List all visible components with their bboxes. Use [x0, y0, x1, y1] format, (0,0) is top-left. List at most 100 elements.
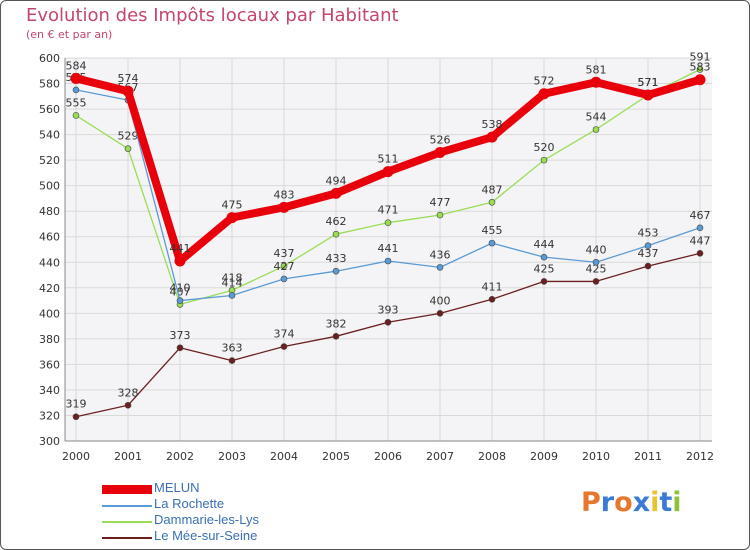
y-tick-label: 400 [39, 307, 60, 320]
data-label-dammarie-les-lys: 462 [326, 215, 347, 228]
data-point-la-rochette [540, 253, 548, 261]
data-point-le-mee-sur-seine [696, 250, 704, 257]
data-label-dammarie-les-lys: 407 [170, 285, 191, 298]
data-point-la-rochette [488, 239, 496, 247]
data-point-la-rochette [280, 275, 288, 283]
x-tick-label: 2001 [114, 450, 142, 463]
data-label-melun: 572 [534, 75, 555, 88]
data-label-dammarie-les-lys: 544 [586, 110, 607, 123]
data-label-la-rochette: 453 [638, 227, 659, 240]
data-point-le-mee-sur-seine [384, 318, 392, 326]
data-label-le-mee-sur-seine: 319 [66, 398, 87, 411]
legend-swatch-la-rochette [102, 505, 152, 507]
x-tick-label: 2010 [582, 450, 610, 463]
y-tick-label: 500 [39, 180, 60, 193]
data-label-le-mee-sur-seine: 425 [586, 262, 607, 275]
x-tick-label: 2007 [426, 450, 454, 463]
data-label-melun: 441 [170, 242, 191, 255]
y-tick-label: 520 [39, 154, 60, 167]
data-label-dammarie-les-lys: 437 [274, 247, 295, 260]
data-point-le-mee-sur-seine [280, 343, 288, 350]
logo-letter: i [672, 487, 682, 518]
legend-label-melun: MELUN [154, 480, 200, 495]
data-label-la-rochette: 427 [274, 260, 295, 273]
data-point-la-rochette [228, 292, 236, 299]
x-tick-label: 2002 [166, 450, 194, 463]
data-point-le-mee-sur-seine [592, 278, 600, 285]
x-tick-label: 2008 [478, 450, 506, 463]
data-point-melun [590, 76, 602, 88]
y-tick-label: 460 [39, 231, 60, 244]
data-point-la-rochette [592, 258, 600, 266]
data-point-le-mee-sur-seine [644, 262, 652, 270]
logo-letter: i [650, 487, 660, 518]
data-label-melun: 475 [222, 199, 243, 212]
data-point-dammarie-les-lys [384, 219, 392, 226]
data-point-melun [538, 88, 550, 100]
data-label-le-mee-sur-seine: 328 [118, 386, 139, 399]
y-tick-label: 320 [39, 409, 60, 422]
x-tick-label: 2000 [62, 450, 90, 463]
y-tick-label: 440 [39, 256, 60, 269]
data-point-la-rochette [644, 242, 652, 249]
chart-subtitle: (en € et par an) [26, 28, 113, 41]
data-label-la-rochette: 441 [378, 242, 399, 255]
data-label-le-mee-sur-seine: 393 [378, 303, 399, 316]
data-label-melun: 511 [378, 153, 399, 166]
data-point-la-rochette [696, 224, 704, 232]
data-point-la-rochette [384, 257, 392, 265]
legend-swatch-le-mee [102, 537, 152, 539]
data-label-melun: 583 [690, 61, 711, 74]
data-label-le-mee-sur-seine: 382 [326, 317, 347, 330]
y-tick-label: 380 [39, 333, 60, 346]
data-point-le-mee-sur-seine [488, 295, 496, 303]
data-point-dammarie-les-lys [488, 198, 496, 206]
data-label-la-rochette: 410 [170, 282, 191, 295]
data-label-melun: 483 [274, 188, 295, 201]
data-label-dammarie-les-lys: 529 [118, 130, 139, 143]
x-tick-label: 2003 [218, 450, 246, 463]
data-label-le-mee-sur-seine: 447 [690, 234, 711, 247]
data-point-le-mee-sur-seine [176, 344, 184, 352]
data-point-melun [278, 201, 290, 213]
data-label-dammarie-les-lys: 477 [430, 196, 451, 209]
data-point-la-rochette [436, 264, 444, 271]
y-tick-label: 420 [39, 282, 60, 295]
data-point-dammarie-les-lys [592, 126, 600, 133]
data-label-la-rochette: 433 [326, 252, 347, 265]
data-point-melun [694, 74, 706, 86]
logo-letter: P [581, 487, 601, 518]
data-label-melun: 581 [586, 63, 607, 76]
data-point-melun [174, 255, 186, 267]
legend-swatch-melun [102, 485, 152, 494]
x-tick-label: 2005 [322, 450, 350, 463]
data-point-melun [226, 212, 238, 224]
data-point-dammarie-les-lys [72, 112, 80, 119]
data-label-melun: 494 [326, 174, 347, 187]
proxiti-logo: Proxiti [581, 487, 682, 518]
data-label-le-mee-sur-seine: 425 [534, 262, 555, 275]
data-label-le-mee-sur-seine: 363 [222, 342, 243, 355]
data-point-dammarie-les-lys [280, 262, 288, 270]
data-point-la-rochette [72, 86, 80, 94]
y-tick-label: 580 [39, 78, 60, 91]
legend-label-le-mee: Le Mée-sur-Seine [154, 528, 258, 543]
data-point-melun [382, 166, 394, 178]
y-tick-label: 600 [39, 52, 60, 65]
data-point-le-mee-sur-seine [332, 333, 340, 340]
data-label-melun: 574 [118, 72, 139, 85]
data-label-dammarie-les-lys: 591 [690, 50, 711, 63]
y-tick-label: 300 [39, 435, 60, 448]
data-point-le-mee-sur-seine [124, 401, 132, 409]
data-point-la-rochette [176, 297, 184, 304]
data-point-la-rochette [332, 267, 340, 275]
y-tick-label: 540 [39, 129, 60, 142]
data-label-dammarie-les-lys: 571 [638, 76, 659, 89]
data-label-le-mee-sur-seine: 373 [170, 329, 191, 342]
data-label-la-rochette: 436 [430, 248, 451, 261]
chart-title: Evolution des Impôts locaux par Habitant [26, 5, 399, 26]
data-label-melun: 538 [482, 118, 503, 131]
data-label-dammarie-les-lys: 418 [222, 271, 243, 284]
legend-label-la-rochette: La Rochette [154, 496, 225, 511]
data-point-dammarie-les-lys [540, 156, 548, 164]
